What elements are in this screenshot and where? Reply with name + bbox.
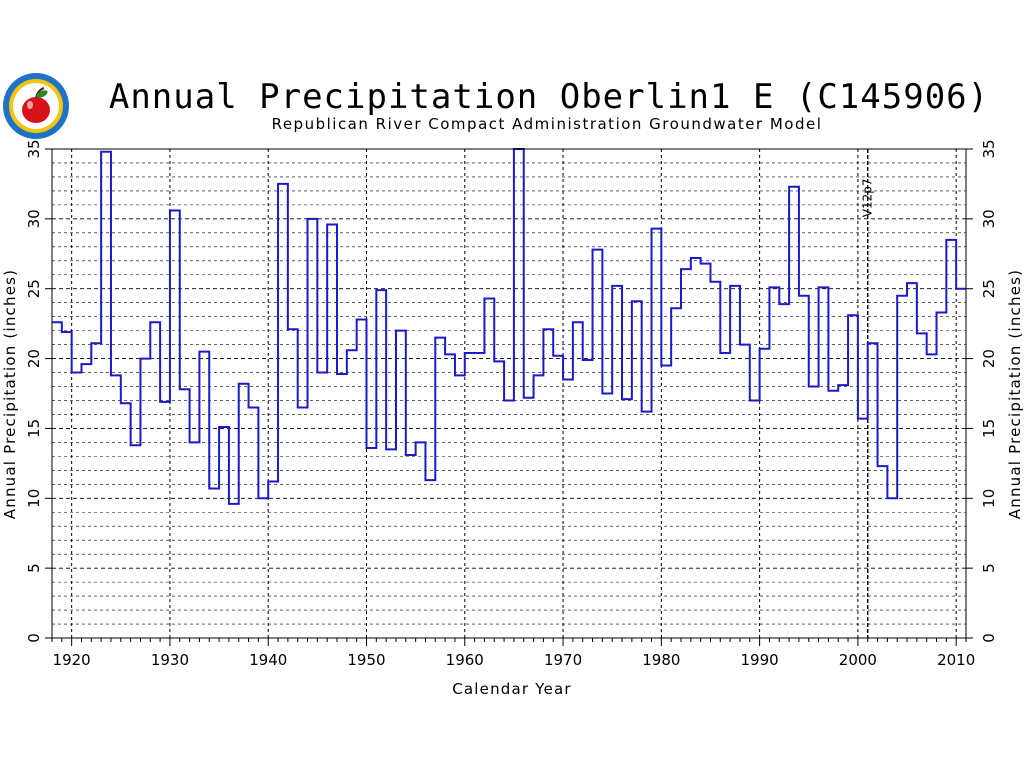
y-tick-label-right: 20 [980, 349, 998, 368]
y-tick-label-left: 20 [25, 349, 43, 368]
y-axis-label-right: Annual Precipitation (inches) [1006, 269, 1024, 519]
x-tick-label: 1950 [347, 651, 385, 669]
y-tick-label-left: 15 [25, 419, 43, 438]
x-tick-label: 1990 [741, 651, 779, 669]
y-tick-label-right: 10 [980, 489, 998, 508]
y-tick-label-right: 30 [980, 209, 998, 228]
chart-subtitle: Republican River Compact Administration … [272, 115, 823, 133]
y-tick-label-left: 5 [25, 563, 43, 573]
y-tick-label-right: 15 [980, 419, 998, 438]
x-tick-label: 1960 [446, 651, 484, 669]
logo-apple-stem [35, 87, 45, 99]
x-tick-label: 2000 [839, 651, 877, 669]
x-axis-label: Calendar Year [452, 680, 572, 698]
y-tick-label-right: 25 [980, 279, 998, 298]
model-version-annotation: V12p7 [861, 179, 875, 218]
chart-title: Annual Precipitation Oberlin1 E (C145906… [109, 77, 989, 117]
y-tick-label-right: 35 [980, 139, 998, 158]
y-tick-label-left: 10 [25, 489, 43, 508]
y-tick-label-right: 0 [980, 633, 998, 643]
precipitation-step-series [52, 148, 966, 505]
axis-ticks: 0 0 5 5 10 10 15 15 20 20 25 25 30 30 35 35 1920 1930 1940… [25, 139, 998, 669]
y-tick-label-left: 35 [25, 139, 43, 158]
logo-apple-highlight [27, 101, 33, 109]
x-tick-label: 2010 [937, 651, 975, 669]
x-tick-label: 1930 [151, 651, 189, 669]
x-tick-label: 1970 [544, 651, 582, 669]
y-tick-label-left: 30 [25, 209, 43, 228]
x-tick-label: 1980 [642, 651, 680, 669]
x-tick-label: 1940 [249, 651, 287, 669]
rrca-seal-logo-icon [3, 73, 69, 139]
plot-frame [51, 148, 967, 639]
y-tick-label-left: 25 [25, 279, 43, 298]
logo-apple-leaf [36, 90, 48, 98]
y-axis-label-left: Annual Precipitation (inches) [1, 269, 19, 519]
grid-lines [52, 149, 966, 638]
y-tick-label-right: 5 [980, 563, 998, 573]
y-tick-label-left: 0 [25, 633, 43, 643]
x-tick-label: 1920 [53, 651, 91, 669]
